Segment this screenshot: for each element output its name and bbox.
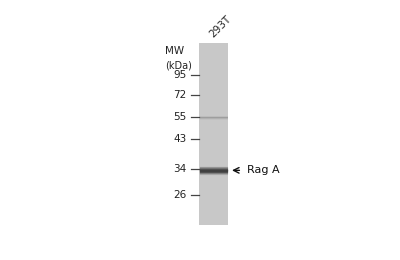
Text: MW: MW [165,46,184,56]
Text: 26: 26 [173,190,186,200]
Text: 34: 34 [173,164,186,174]
Text: 293T: 293T [208,14,233,39]
Text: (kDa): (kDa) [165,60,192,70]
Text: 55: 55 [173,112,186,122]
Text: Rag A: Rag A [247,165,280,175]
Text: 95: 95 [173,70,186,80]
Text: 43: 43 [173,134,186,144]
Text: 72: 72 [173,90,186,100]
Bar [199,43,228,225]
